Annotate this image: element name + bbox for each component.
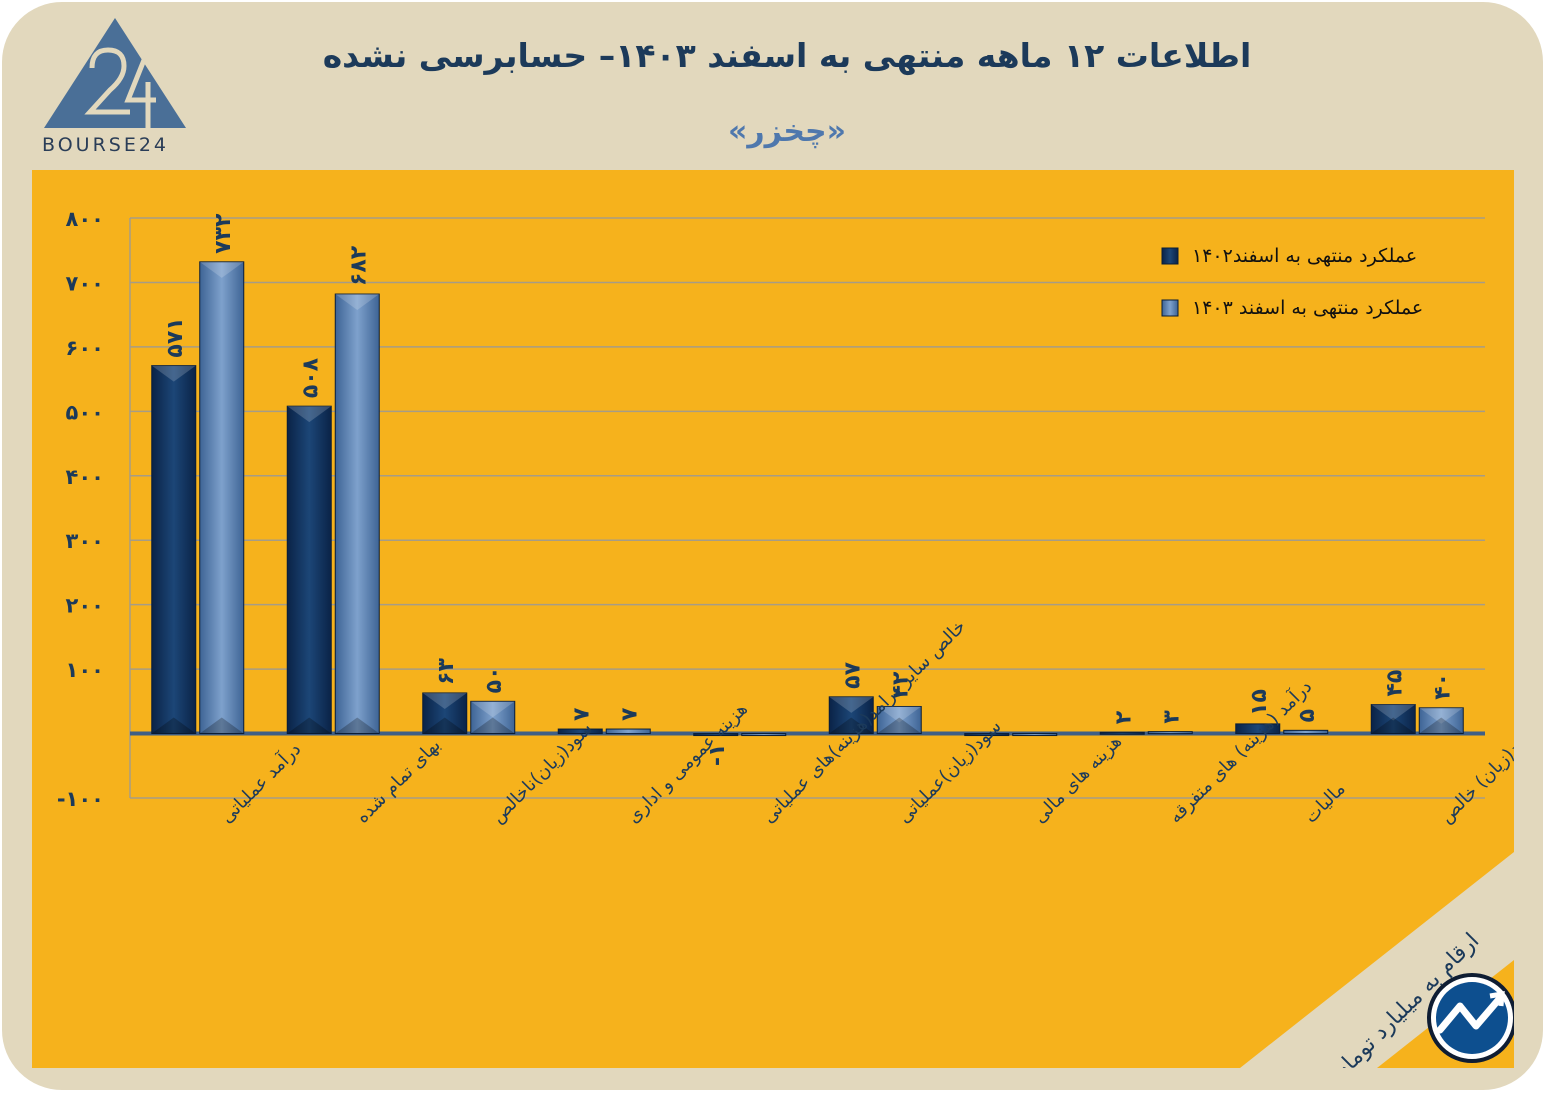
bar: [1099, 731, 1145, 735]
data-label: ۵۰۸: [298, 357, 323, 398]
bar: [422, 692, 468, 735]
category-label: مالیات: [1300, 778, 1349, 827]
bar: [1235, 723, 1281, 735]
chart-subtitle: «چخزر»: [728, 114, 846, 149]
y-tick-label: ۵۰۰: [66, 400, 104, 424]
bar: [964, 733, 1010, 737]
bar: [1012, 733, 1058, 737]
data-label: ۵: [1295, 709, 1320, 722]
bar: [286, 405, 332, 735]
bar: [470, 700, 516, 735]
data-label: ۱۵: [1247, 689, 1272, 716]
bar: [1147, 731, 1193, 735]
bar: [1370, 704, 1416, 735]
y-tick-label: ۳۰۰: [66, 529, 104, 553]
y-tick-label: ۷۰۰: [66, 271, 104, 295]
bar: [557, 728, 603, 735]
y-tick-label: ۱۰۰: [66, 658, 104, 682]
y-tick-label: ۶۰۰: [66, 336, 104, 360]
data-label: ۷۳۲: [211, 213, 236, 254]
data-label: ۷: [617, 707, 642, 721]
bar: [1283, 729, 1329, 735]
data-label: ۶۳: [434, 658, 459, 685]
data-label: ۴۲: [888, 671, 913, 698]
data-label: ۵۷: [840, 661, 865, 688]
legend-swatch: [1161, 247, 1179, 265]
category-label: درآمد (هزینه) های متفرقه: [1164, 675, 1317, 828]
data-label: ۵۰: [482, 666, 507, 693]
bar: [199, 261, 245, 735]
category-label: سود(زیان) خالص: [1436, 722, 1514, 828]
category-label: هزینه عمومی و اداری: [623, 699, 752, 828]
data-label: ۶۸۲: [346, 245, 371, 286]
category-label: بهای تمام شده: [352, 735, 445, 828]
bar: [876, 705, 922, 735]
legend-swatch: [1161, 299, 1179, 317]
data-label: -۱: [705, 744, 730, 767]
y-tick-label: ۸۰۰: [66, 207, 104, 231]
legend-label: عملکرد منتهی به اسفند۱۴۰۲: [1192, 245, 1417, 267]
chart-title: اطلاعات ۱۲ ماهه منتهی به اسفند ۱۴۰۳– حسا…: [322, 36, 1252, 75]
bar: [605, 728, 651, 735]
y-tick-label: -۱۰۰: [57, 787, 104, 811]
bar: [828, 696, 874, 735]
bar: [741, 733, 787, 737]
bar: [1418, 707, 1464, 735]
logo-text: BOURSE24: [42, 134, 170, 156]
y-tick-label: ۴۰۰: [66, 465, 104, 489]
legend: عملکرد منتهی به اسفند۱۴۰۲ عملکرد منتهی به…: [1161, 245, 1423, 319]
bar: [151, 365, 197, 735]
bourse24-logo-icon: [44, 18, 186, 128]
data-label: ۴۰: [1430, 673, 1455, 700]
data-label: ۴۵: [1382, 670, 1407, 697]
legend-label: عملکرد منتهی به اسفند ۱۴۰۳: [1192, 297, 1423, 319]
chart-panel: -۱۰۰ ۱۰۰ ۲۰۰ ۳۰۰ ۴۰۰ ۵۰۰ ۶۰۰ ۷۰۰ ۸۰۰ ۵۷۱ ۵۰۸ ۶۳ ۷ -۱…: [32, 170, 1514, 1068]
bar-chart: -۱۰۰ ۱۰۰ ۲۰۰ ۳۰۰ ۴۰۰ ۵۰۰ ۶۰۰ ۷۰۰ ۸۰۰ ۵۷۱ ۵۰۸ ۶۳ ۷ -۱…: [57, 207, 1514, 1068]
data-label: ۲: [1111, 710, 1136, 724]
category-label: درآمد عملیاتی: [215, 737, 305, 827]
bar: [334, 293, 380, 735]
data-label: ۵۷۱: [163, 317, 188, 357]
data-label: ۳: [1159, 710, 1184, 724]
category-label: هزینه های مالی: [1029, 731, 1126, 828]
y-tick-label: ۲۰۰: [66, 594, 104, 618]
bar: [693, 733, 739, 737]
data-label: ۷: [569, 707, 594, 721]
trend-icon: [1427, 973, 1514, 1063]
